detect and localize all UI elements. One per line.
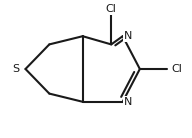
Text: N: N — [124, 97, 133, 107]
Text: N: N — [124, 31, 133, 41]
Text: Cl: Cl — [171, 64, 182, 74]
Text: Cl: Cl — [106, 4, 117, 14]
Text: S: S — [12, 64, 19, 74]
